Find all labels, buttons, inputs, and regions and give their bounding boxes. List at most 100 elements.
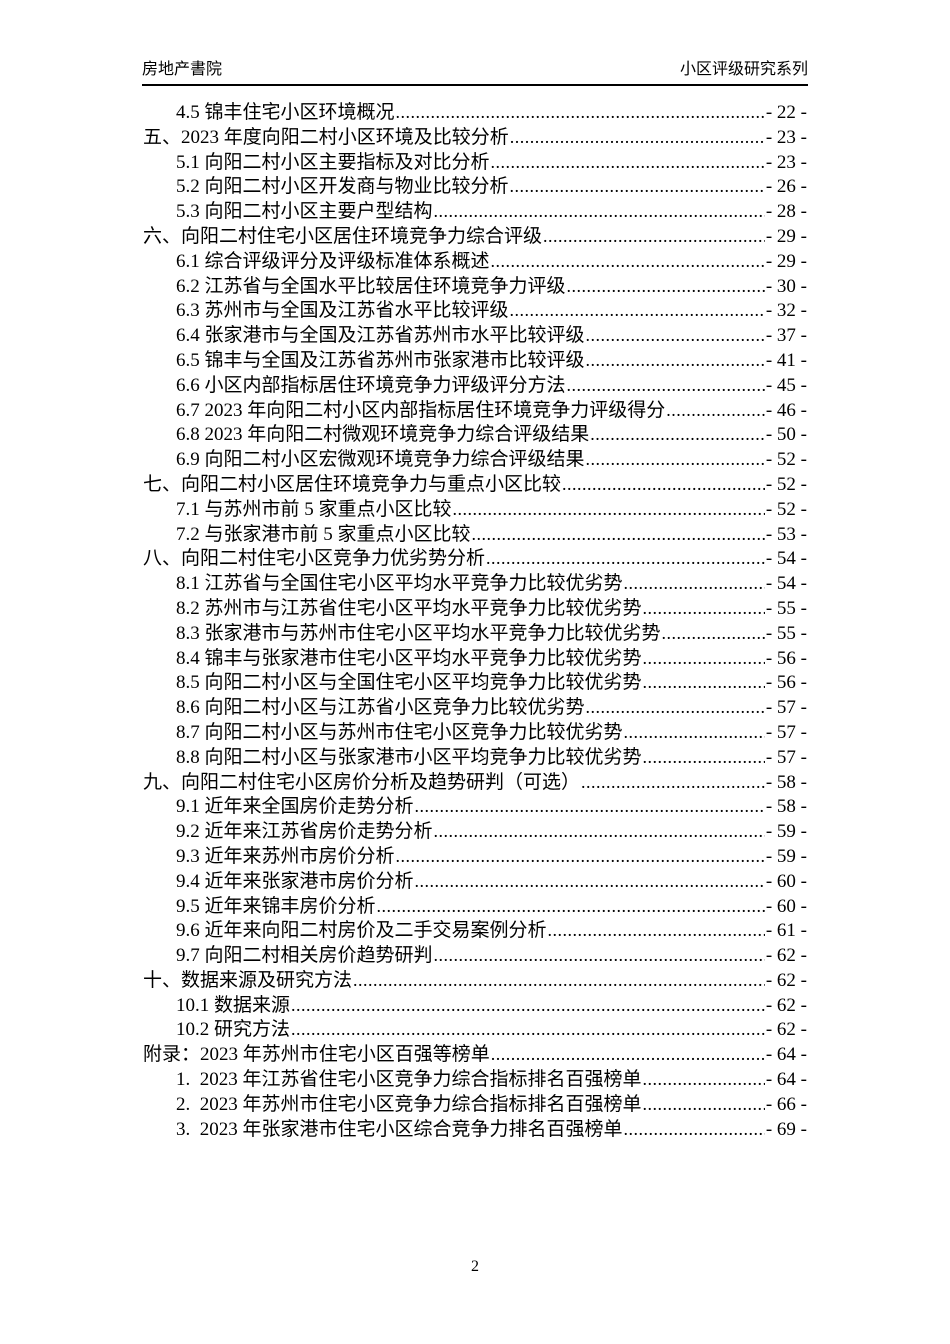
- page-footer: 2: [0, 1258, 950, 1276]
- toc-entry[interactable]: 十、数据来源及研究方法 - 62 -: [143, 968, 807, 993]
- dot-leader: [453, 497, 765, 523]
- dot-leader: [415, 869, 765, 895]
- dot-leader: [510, 174, 765, 200]
- toc-entry-title: 8.7 向阳二村小区与苏州市住宅小区竞争力比较优劣势: [176, 721, 623, 743]
- toc-entry-title: 五、2023 年度向阳二村小区环境及比较分析: [143, 126, 509, 148]
- toc-entry[interactable]: 5.3 向阳二村小区主要户型结构 - 28 -: [143, 199, 807, 224]
- toc-entry-title: 6.3 苏州市与全国及江苏省水平比较评级: [176, 300, 509, 322]
- toc-entry[interactable]: 9.4 近年来张家港市房价分析 - 60 -: [143, 869, 807, 894]
- toc-entry[interactable]: 9.2 近年来江苏省房价走势分析 - 59 -: [143, 819, 807, 844]
- toc-entry-page: - 61 -: [765, 920, 807, 942]
- toc-entry[interactable]: 3. 2023 年张家港市住宅小区综合竞争力排名百强榜单 - 69 -: [143, 1117, 807, 1142]
- dot-leader: [590, 422, 765, 448]
- toc-entry[interactable]: 7.1 与苏州市前 5 家重点小区比较 - 52 -: [143, 497, 807, 522]
- toc-entry-page: - 62 -: [765, 994, 807, 1016]
- toc-entry-page: - 52 -: [765, 473, 807, 495]
- toc-entry[interactable]: 8.7 向阳二村小区与苏州市住宅小区竞争力比较优劣势 - 57 -: [143, 720, 807, 745]
- toc-entry[interactable]: 6.3 苏州市与全国及江苏省水平比较评级 - 32 -: [143, 298, 807, 323]
- toc-entry-title: 4.5 锦丰住宅小区环境概况: [176, 102, 395, 123]
- dot-leader: [434, 943, 765, 969]
- toc-entry-title: 6.6 小区内部指标居住环境竞争力评级评分方法: [176, 374, 566, 396]
- toc-entry-title: 7.1 与苏州市前 5 家重点小区比较: [176, 498, 452, 520]
- toc-entry-page: - 57 -: [765, 697, 807, 719]
- toc-entry-page: - 29 -: [765, 250, 807, 272]
- dot-leader: [510, 298, 765, 324]
- toc-entry[interactable]: 八、向阳二村住宅小区竞争力优劣势分析 - 54 -: [143, 546, 807, 571]
- toc-entry[interactable]: 6.8 2023 年向阳二村微观环境竞争力综合评级结果 - 50 -: [143, 422, 807, 447]
- toc-entry[interactable]: 6.4 张家港市与全国及江苏省苏州市水平比较评级 - 37 -: [143, 323, 807, 348]
- dot-leader: [643, 670, 765, 696]
- toc-entry[interactable]: 6.9 向阳二村小区宏微观环境竞争力综合评级结果 - 52 -: [143, 447, 807, 472]
- toc-entry[interactable]: 9.5 近年来锦丰房价分析 - 60 -: [143, 894, 807, 919]
- toc-entry[interactable]: 2. 2023 年苏州市住宅小区竞争力综合指标排名百强榜单 - 66 -: [143, 1092, 807, 1117]
- toc-entry-page: - 59 -: [765, 845, 807, 867]
- toc-entry[interactable]: 六、向阳二村住宅小区居住环境竞争力综合评级 - 29 -: [143, 224, 807, 249]
- toc-entry[interactable]: 6.5 锦丰与全国及江苏省苏州市张家港市比较评级 - 41 -: [143, 348, 807, 373]
- toc-entry[interactable]: 5.1 向阳二村小区主要指标及对比分析 - 23 -: [143, 150, 807, 175]
- dot-leader: [434, 199, 765, 225]
- toc-entry[interactable]: 9.1 近年来全国房价走势分析 - 58 -: [143, 794, 807, 819]
- toc-entry-title: 八、向阳二村住宅小区竞争力优劣势分析: [143, 548, 486, 570]
- toc-entry[interactable]: 6.7 2023 年向阳二村小区内部指标居住环境竞争力评级得分 - 46 -: [143, 398, 807, 423]
- toc-entry[interactable]: 8.4 锦丰与张家港市住宅小区平均水平竞争力比较优劣势 - 56 -: [143, 646, 807, 671]
- dot-leader: [624, 571, 765, 597]
- toc-entry-title: 8.6 向阳二村小区与江苏省小区竞争力比较优劣势: [176, 697, 585, 719]
- toc-entry[interactable]: 8.5 向阳二村小区与全国住宅小区平均竞争力比较优劣势 - 56 -: [143, 670, 807, 695]
- toc-entry[interactable]: 9.3 近年来苏州市房价分析 - 59 -: [143, 844, 807, 869]
- toc-entry[interactable]: 10.1 数据来源 - 62 -: [143, 993, 807, 1018]
- toc-entry[interactable]: 10.2 研究方法 - 62 -: [143, 1017, 807, 1042]
- toc-entry[interactable]: 4.5 锦丰住宅小区环境概况 - 22 -: [143, 100, 807, 125]
- toc-entry-title: 9.4 近年来张家港市房价分析: [176, 870, 414, 892]
- toc-entry-page: - 53 -: [765, 523, 807, 545]
- dot-leader: [510, 125, 765, 151]
- toc-entry-title: 九、向阳二村住宅小区房价分析及趋势研判（可选）: [143, 771, 581, 793]
- toc-entry-page: - 50 -: [765, 424, 807, 446]
- dot-leader: [396, 100, 765, 126]
- dot-leader: [666, 398, 765, 424]
- toc-entry[interactable]: 7.2 与张家港市前 5 家重点小区比较 - 53 -: [143, 522, 807, 547]
- toc-entry[interactable]: 九、向阳二村住宅小区房价分析及趋势研判（可选） - 58 -: [143, 770, 807, 795]
- toc-entry[interactable]: 8.3 张家港市与苏州市住宅小区平均水平竞争力比较优劣势 - 55 -: [143, 621, 807, 646]
- toc-entry[interactable]: 七、向阳二村小区居住环境竞争力与重点小区比较 - 52 -: [143, 472, 807, 497]
- toc-entry[interactable]: 8.2 苏州市与江苏省住宅小区平均水平竞争力比较优劣势 - 55 -: [143, 596, 807, 621]
- toc-entry-page: - 32 -: [765, 300, 807, 322]
- toc-entry[interactable]: 6.2 江苏省与全国水平比较居住环境竞争力评级 - 30 -: [143, 274, 807, 299]
- dot-leader: [415, 794, 765, 820]
- toc-entry[interactable]: 8.8 向阳二村小区与张家港市小区平均竞争力比较优劣势 - 57 -: [143, 745, 807, 770]
- toc-entry[interactable]: 6.1 综合评级评分及评级标准体系概述 - 29 -: [143, 249, 807, 274]
- toc-entry-title: 十、数据来源及研究方法: [143, 969, 353, 991]
- dot-leader: [543, 224, 765, 250]
- toc-entry-title: 9.2 近年来江苏省房价走势分析: [176, 821, 433, 843]
- toc-entry-title: 6.8 2023 年向阳二村微观环境竞争力综合评级结果: [176, 424, 590, 446]
- toc-entry-title: 5.1 向阳二村小区主要指标及对比分析: [176, 151, 490, 173]
- dot-leader: [291, 993, 765, 1019]
- dot-leader: [486, 546, 765, 572]
- dot-leader: [586, 348, 765, 374]
- toc-entry[interactable]: 9.7 向阳二村相关房价趋势研判 - 62 -: [143, 943, 807, 968]
- toc-entry[interactable]: 五、2023 年度向阳二村小区环境及比较分析 - 23 -: [143, 125, 807, 150]
- toc-entry-title: 8.3 张家港市与苏州市住宅小区平均水平竞争力比较优劣势: [176, 622, 661, 644]
- toc-entry-title: 9.5 近年来锦丰房价分析: [176, 895, 376, 917]
- toc-entry[interactable]: 6.6 小区内部指标居住环境竞争力评级评分方法 - 45 -: [143, 373, 807, 398]
- toc-entry-title: 6.7 2023 年向阳二村小区内部指标居住环境竞争力评级得分: [176, 399, 666, 421]
- toc-entry[interactable]: 8.1 江苏省与全国住宅小区平均水平竞争力比较优劣势 - 54 -: [143, 571, 807, 596]
- toc-entry-page: - 46 -: [765, 399, 807, 421]
- dot-leader: [434, 819, 765, 845]
- toc-entry-title: 8.8 向阳二村小区与张家港市小区平均竞争力比较优劣势: [176, 746, 642, 768]
- toc-entry[interactable]: 附录：2023 年苏州市住宅小区百强等榜单 - 64 -: [143, 1042, 807, 1067]
- toc-entry-title: 6.1 综合评级评分及评级标准体系概述: [176, 250, 490, 272]
- toc-entry[interactable]: 8.6 向阳二村小区与江苏省小区竞争力比较优劣势 - 57 -: [143, 695, 807, 720]
- toc-entry-page: - 56 -: [765, 672, 807, 694]
- toc-entry-page: - 41 -: [765, 349, 807, 371]
- toc-entry[interactable]: 9.6 近年来向阳二村房价及二手交易案例分析 - 61 -: [143, 918, 807, 943]
- toc-entry-page: - 54 -: [765, 548, 807, 570]
- dot-leader: [377, 894, 765, 920]
- toc-entry-title: 9.1 近年来全国房价走势分析: [176, 796, 414, 818]
- toc-entry[interactable]: 5.2 向阳二村小区开发商与物业比较分析 - 26 -: [143, 174, 807, 199]
- dot-leader: [396, 844, 765, 870]
- toc-entry-page: - 69 -: [765, 1118, 807, 1140]
- toc-entry[interactable]: 1. 2023 年江苏省住宅小区竞争力综合指标排名百强榜单 - 64 -: [143, 1067, 807, 1092]
- toc-entry-page: - 57 -: [765, 721, 807, 743]
- toc-entry-page: - 64 -: [765, 1044, 807, 1066]
- toc-entry-page: - 58 -: [765, 771, 807, 793]
